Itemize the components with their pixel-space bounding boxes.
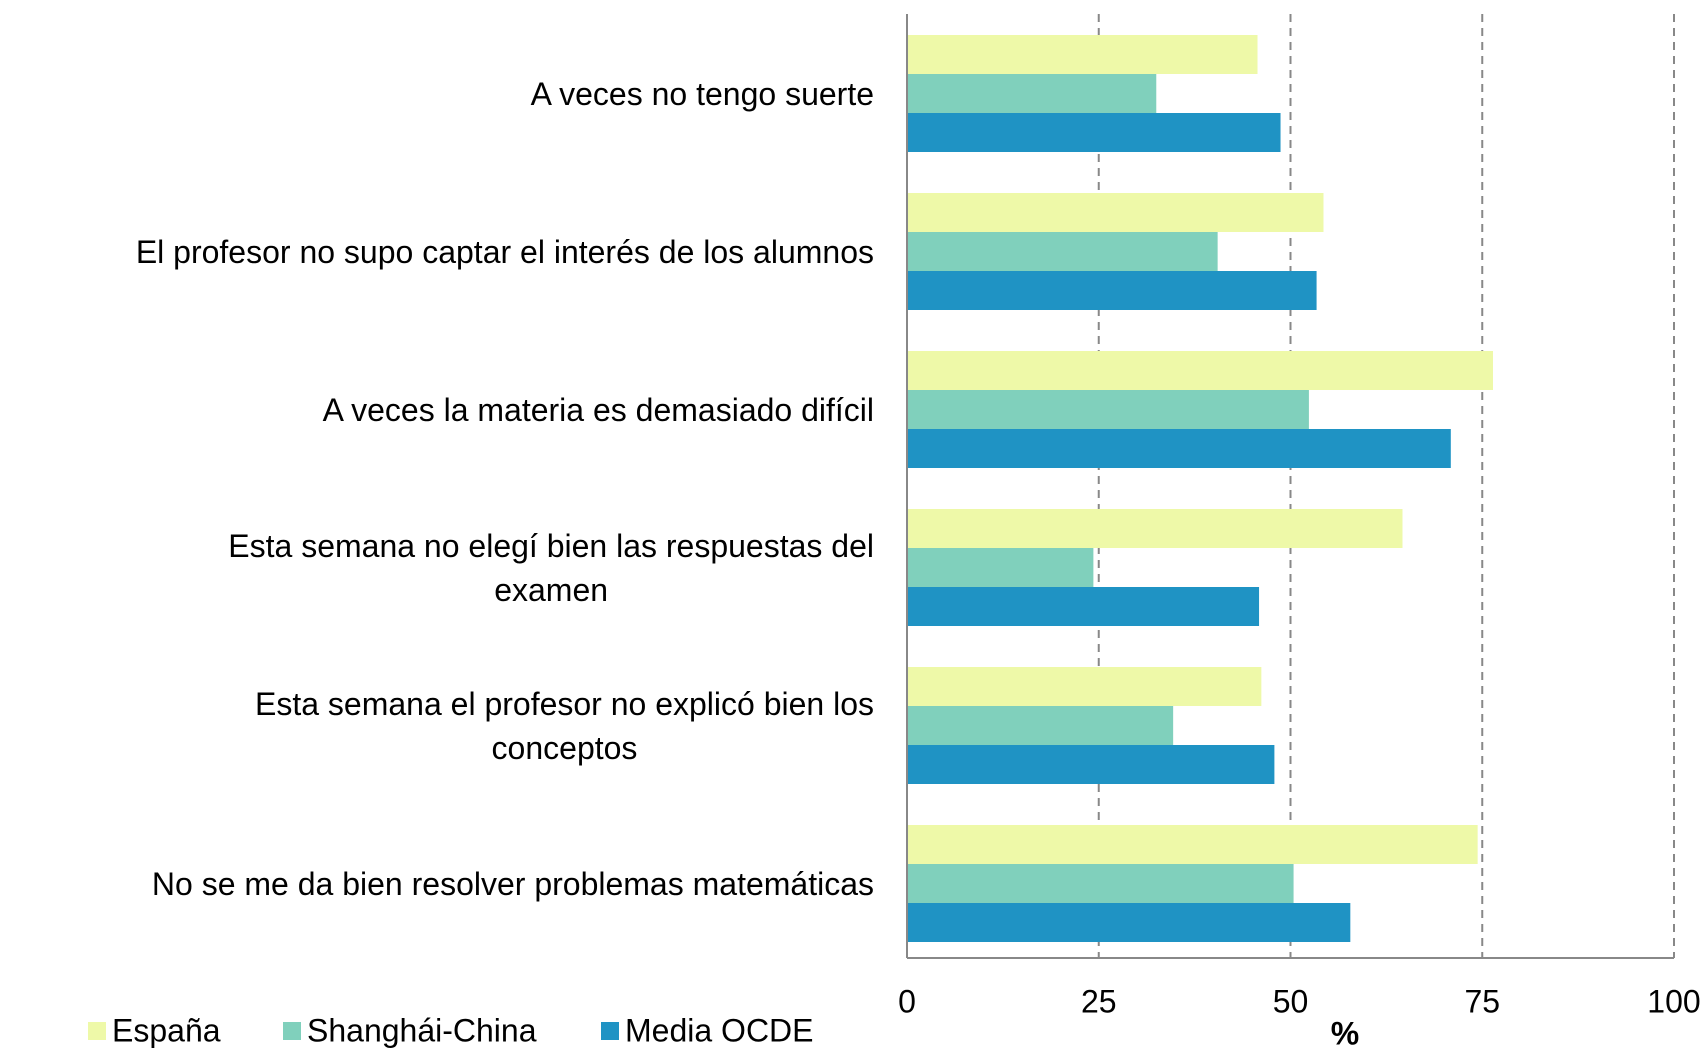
bar (907, 429, 1451, 468)
bar (907, 587, 1260, 626)
y-tick-label: Esta semana el profesor no explicó bien … (254, 685, 874, 766)
x-tick-label: 75 (1464, 983, 1500, 1019)
y-tick-label: El profesor no supo captar el interés de… (135, 233, 874, 270)
bar (907, 667, 1262, 706)
legend-swatch (283, 1022, 301, 1040)
x-tick-label: 0 (898, 983, 916, 1019)
y-tick-label: No se me da bien resolver problemas mate… (151, 865, 874, 902)
y-tick-label: A veces no tengo suerte (530, 75, 874, 112)
x-tick-label: 100 (1647, 983, 1700, 1019)
bar (907, 74, 1157, 113)
bar (907, 825, 1478, 864)
bar (907, 745, 1275, 784)
legend-swatch (88, 1022, 106, 1040)
bar (907, 903, 1351, 942)
y-tick-label: A veces la materia es demasiado difícil (322, 391, 874, 428)
legend-swatch (601, 1022, 619, 1040)
bar (907, 271, 1317, 310)
bar (907, 351, 1493, 390)
bar (907, 232, 1218, 271)
legend-label: España (112, 1012, 221, 1048)
y-tick-label: Esta semana no elegí bien las respuestas… (228, 527, 874, 608)
x-tick-label: 25 (1081, 983, 1117, 1019)
bar (907, 706, 1174, 745)
bar (907, 35, 1258, 74)
bar (907, 390, 1309, 429)
x-tick-label: 50 (1273, 983, 1309, 1019)
bar (907, 548, 1094, 587)
legend-label: Shanghái-China (307, 1012, 537, 1048)
x-axis-label: % (1331, 1015, 1359, 1051)
legend-label: Media OCDE (625, 1012, 814, 1048)
bar (907, 113, 1281, 152)
bar (907, 864, 1294, 903)
bar (907, 509, 1403, 548)
bar (907, 193, 1324, 232)
